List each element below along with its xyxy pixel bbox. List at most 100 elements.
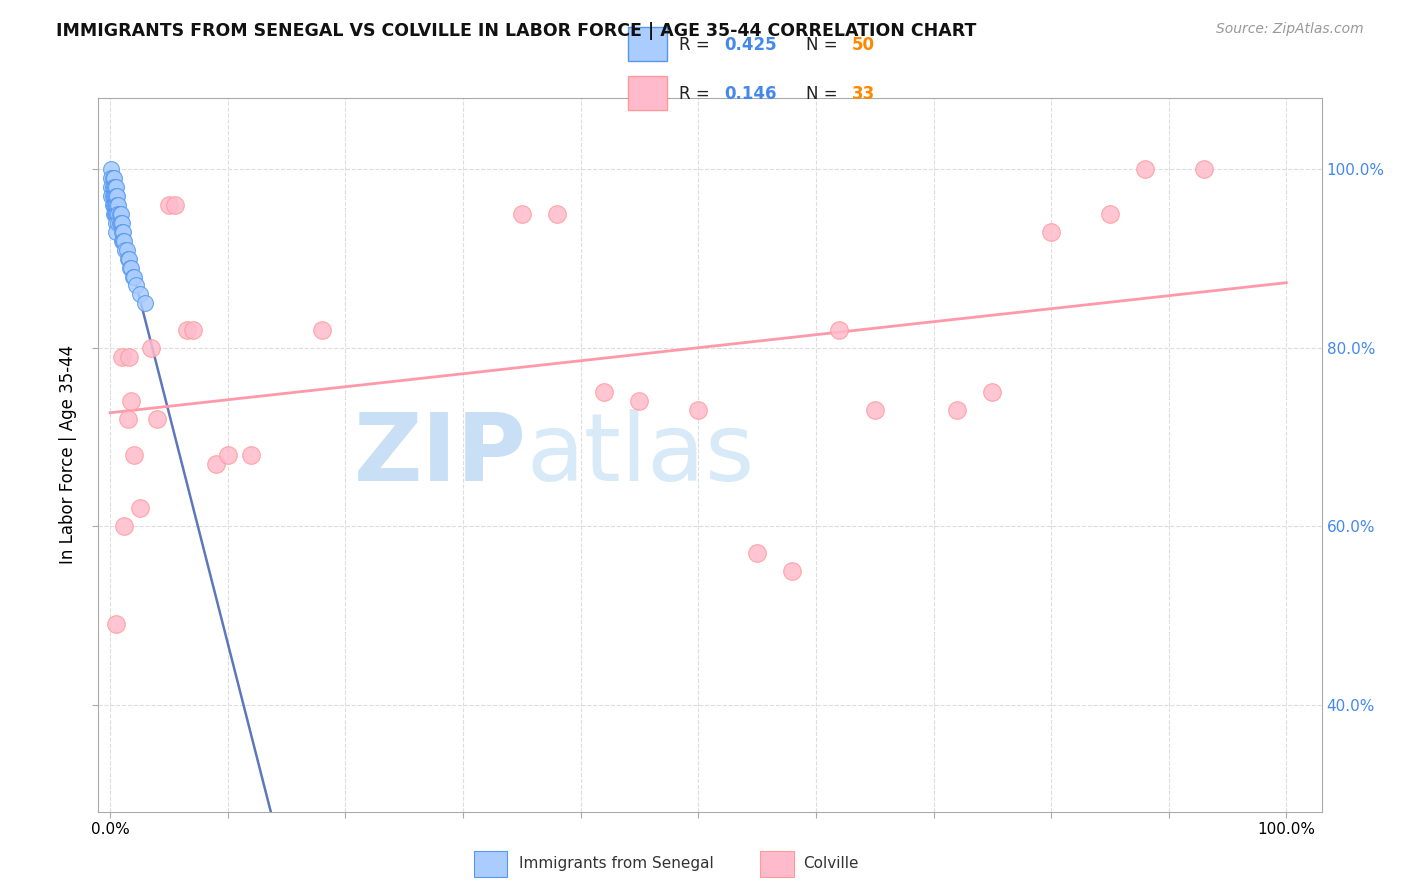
Point [103,171,125,186]
Text: 0.425: 0.425 [724,36,778,54]
Point [120,394,142,409]
Text: R =: R = [679,36,716,54]
Point [111,216,134,230]
Point [1040,225,1063,239]
FancyBboxPatch shape [627,77,666,110]
Point [104,198,127,212]
Point [117,252,139,266]
Point [134,296,156,310]
Point [115,243,138,257]
Point [105,216,128,230]
Text: N =: N = [806,36,844,54]
Point [105,207,128,221]
Point [128,501,150,516]
Point [311,323,333,337]
Y-axis label: In Labor Force | Age 35-44: In Labor Force | Age 35-44 [59,345,77,565]
Point [125,278,148,293]
Point [105,198,128,212]
Point [112,234,135,248]
Point [1098,207,1121,221]
Point [100,171,122,186]
Point [108,207,131,221]
Point [946,403,969,417]
Point [981,385,1004,400]
Point [117,412,139,426]
Point [181,323,204,337]
Point [100,180,122,194]
FancyBboxPatch shape [474,851,508,877]
Point [745,546,768,560]
Point [146,412,169,426]
Text: 33: 33 [852,85,875,103]
Point [217,448,239,462]
Point [105,198,128,212]
Text: atlas: atlas [526,409,755,501]
Point [205,457,228,471]
Point [105,180,128,194]
Point [104,189,127,203]
Text: ZIP: ZIP [354,409,526,501]
Point [240,448,263,462]
Point [101,180,124,194]
Point [111,225,134,239]
Point [108,216,131,230]
Point [122,448,145,462]
Point [863,403,886,417]
Point [176,323,198,337]
Point [118,252,141,266]
Point [100,189,122,203]
Point [122,269,145,284]
Point [628,394,651,409]
Point [104,207,127,221]
Point [103,207,125,221]
Text: Source: ZipAtlas.com: Source: ZipAtlas.com [1216,22,1364,37]
Point [103,198,125,212]
Text: Immigrants from Senegal: Immigrants from Senegal [519,855,714,871]
Point [105,207,128,221]
Point [546,207,568,221]
Point [105,225,128,239]
Point [141,341,163,355]
Point [112,225,135,239]
Point [101,189,124,203]
Point [114,243,136,257]
Point [110,207,132,221]
Point [105,189,128,203]
Text: N =: N = [806,85,844,103]
Point [688,403,710,417]
Text: Colville: Colville [803,855,859,871]
Point [1192,162,1215,177]
Point [163,198,186,212]
Point [118,350,141,364]
Point [593,385,616,400]
FancyBboxPatch shape [627,27,666,61]
Point [828,323,851,337]
Point [111,234,134,248]
Point [104,180,127,194]
Point [120,260,142,275]
Point [103,189,125,203]
Point [105,189,128,203]
Point [157,198,180,212]
Point [782,564,804,578]
Point [107,216,129,230]
Text: 50: 50 [852,36,875,54]
Text: 0.146: 0.146 [724,85,778,103]
Point [121,269,143,284]
Text: IMMIGRANTS FROM SENEGAL VS COLVILLE IN LABOR FORCE | AGE 35-44 CORRELATION CHART: IMMIGRANTS FROM SENEGAL VS COLVILLE IN L… [56,22,977,40]
Point [112,519,135,533]
Point [1135,162,1157,177]
Text: R =: R = [679,85,716,103]
Point [128,287,150,301]
Point [120,260,142,275]
Point [510,207,533,221]
Point [107,207,129,221]
Point [100,162,122,177]
Point [103,180,125,194]
Point [107,198,129,212]
Point [101,171,124,186]
Point [101,198,124,212]
Point [112,234,135,248]
Point [105,617,128,632]
FancyBboxPatch shape [761,851,794,877]
